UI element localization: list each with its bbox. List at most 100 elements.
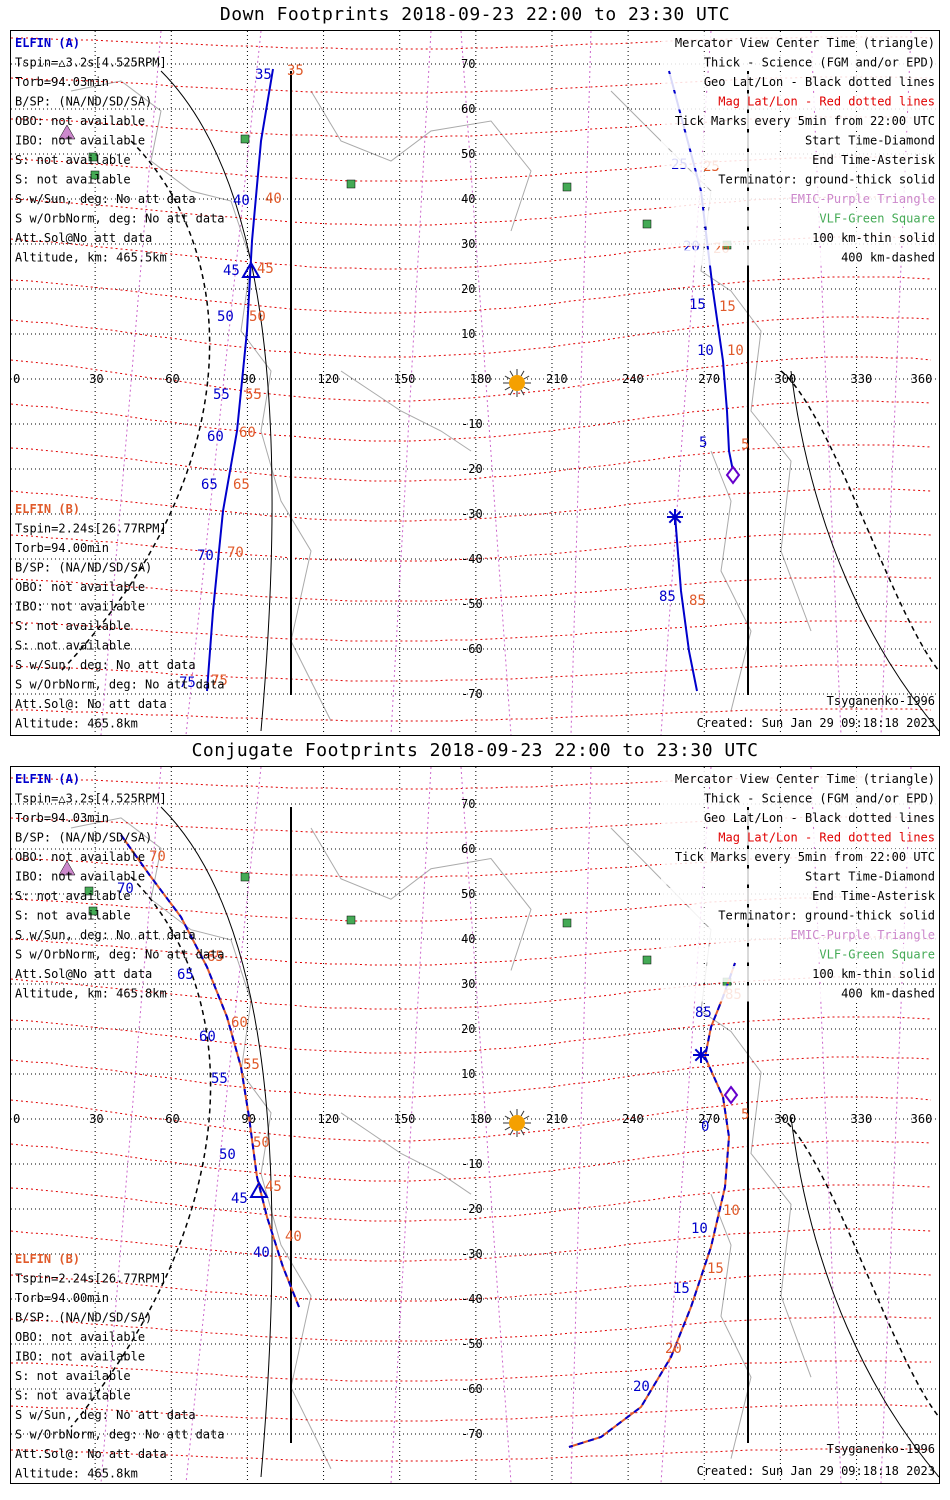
legend-bg: [661, 210, 937, 227]
legend-bg: [661, 171, 937, 188]
elfin-b-tick-label: 5: [741, 437, 749, 453]
lon-tick-label: 30: [89, 1112, 103, 1126]
lon-tick-label: 300: [774, 1112, 796, 1126]
start-time-diamond-marker: [725, 465, 741, 485]
elfin-a-tick-label: 60: [207, 429, 224, 445]
elfin-info-line: Torb=94.03min: [15, 75, 109, 89]
mag-latitude-line: [11, 76, 931, 94]
mag-latitude-line: [11, 1184, 932, 1222]
map-layer: 0 30 60 90 120 150 180 210 240 270 300 330 360706050…: [11, 767, 939, 1483]
legend-item: End Time-Asterisk: [812, 889, 936, 903]
elfin-a-tick-label: 50: [217, 309, 234, 325]
legend-item: Start Time-Diamond: [805, 134, 935, 148]
sun-icon: [503, 369, 531, 397]
lon-tick-label: 270: [698, 1112, 720, 1126]
conjugate-tracks: 7065605550454070656055504540850101520855…: [117, 834, 749, 1448]
legend-item: Geo Lat/Lon - Black dotted lines: [704, 75, 935, 89]
end-time-asterisk-marker: [693, 1047, 709, 1063]
lon-tick-label: 180: [470, 372, 492, 386]
lat-tick-label: 40: [461, 192, 475, 206]
mag-latitude-line: [11, 1316, 931, 1342]
sun-ray: [509, 389, 514, 396]
elfin-b-tick-label: 40: [285, 1229, 302, 1245]
elfin-a-tick-label: 0: [701, 1119, 709, 1135]
lon-tick-label: 30: [89, 372, 103, 386]
legend-bg: [661, 230, 937, 246]
legend-bg: [661, 868, 937, 885]
elfin-a-tick-label: 10: [691, 1221, 708, 1237]
lat-tick-label: 60: [461, 842, 475, 856]
legend-bg: [661, 113, 937, 129]
sun-disk: [509, 1115, 525, 1131]
created-timestamp: Created: Sun Jan 29 09:18:18 2023: [697, 716, 935, 730]
mag-latitude-line: [11, 488, 932, 522]
mag-grid: [11, 776, 932, 1462]
mag-latitude-line: [11, 276, 932, 314]
mag-latitude-line: [11, 708, 932, 722]
coastline: [70, 817, 332, 1469]
terminator-400km-east: [780, 1116, 939, 1418]
elfin-info-line: Att.Sol@No att data: [15, 967, 152, 981]
legend-block: Mercator View Center Time (triangle) Thic…: [661, 35, 937, 266]
elfin-a-tick-label: 55: [211, 1071, 228, 1087]
legend-item: Geo Lat/Lon - Black dotted lines: [704, 811, 935, 825]
legend-item: Start Time-Diamond: [805, 870, 935, 884]
conjugate-footprints-map: 0 30 60 90 120 150 180 210 240 270 300 330 360706050…: [11, 767, 939, 1483]
elfin-a-track-west: [206, 68, 274, 692]
lon-tick-label: 300: [774, 372, 796, 386]
lon-tick-labels: 0 30 60 90 120 150 180 210 240 270 300 330 360: [13, 1112, 932, 1126]
mag-latitude-line: [11, 116, 931, 138]
lat-tick-label: -30: [461, 1247, 483, 1261]
lat-tick-label: 70: [461, 797, 475, 811]
legend-bg: [661, 35, 937, 51]
elfin-info-line: OBO: not available: [15, 1330, 145, 1344]
lat-tick-label: 50: [461, 887, 475, 901]
elfin-info-line: OBO: not available: [15, 114, 145, 128]
elfin-info-line: Tspin=2.24s[26.77RPM]: [15, 1272, 167, 1286]
legend-item: Mag Lat/Lon - Red dotted lines: [718, 95, 935, 109]
mag-latitude-line: [11, 236, 932, 270]
elfin-header: ELFIN (A): [15, 772, 80, 786]
terminator-400km-east: [780, 370, 939, 672]
elfin-info-line: Att.Sol@No att data: [15, 231, 152, 245]
legend-bg: [661, 152, 937, 168]
elfin-a-tick-label: 40: [253, 1245, 270, 1261]
elfin-info-line: S: not available: [15, 1369, 131, 1383]
lon-tick-label: 270: [698, 372, 720, 386]
lat-tick-label: -20: [461, 1202, 483, 1216]
legend-bg: [661, 907, 937, 924]
legend-item: VLF-Green Square: [819, 948, 935, 962]
elfin-a-tick-label: 10: [697, 343, 714, 359]
model-label: Tsyganenko-1996: [827, 694, 935, 708]
elfin-b-track-east: [568, 962, 736, 1448]
elfin-b-tick-label: 55: [245, 387, 262, 403]
end-time-asterisk-marker: [667, 509, 683, 525]
lat-tick-label: -40: [461, 552, 483, 566]
mag-grid: [11, 36, 932, 722]
legend-bg: [661, 849, 937, 865]
legend-bg: [661, 191, 937, 207]
elfin-b-tick-label: 60: [231, 1015, 248, 1031]
mag-latitude-line: [11, 156, 931, 182]
mag-latitude-line: [11, 776, 932, 790]
sun-icon: [503, 1109, 531, 1137]
mag-longitude-line: [570, 767, 592, 1483]
mag-latitude-line: [11, 1272, 932, 1302]
elfin-b-tick-label: 45: [265, 1179, 282, 1195]
elfin-b-track-west: [120, 834, 300, 1308]
lon-tick-label: 210: [546, 1112, 568, 1126]
coastline: [710, 1193, 752, 1459]
mag-latitude-line: [11, 976, 932, 1010]
lon-tick-label: 150: [394, 1112, 416, 1126]
vlf-station-marker: [642, 955, 652, 965]
view-center-triangle-marker: [249, 1180, 269, 1198]
elfin-info-line: Altitude: 465.8km: [15, 1467, 138, 1481]
mag-latitude-line: [11, 400, 932, 442]
elfin-a-info-block: ELFIN (A) Tspin=△3.2s[4.525RPM] Torb=94.03…: [15, 36, 225, 265]
elfin-info-line: S: not available: [15, 619, 131, 633]
elfin-info-line: S: not available: [15, 1389, 131, 1403]
elfin-a-tick-label: 5: [699, 435, 707, 451]
vlf-station-marker: [346, 179, 356, 189]
lon-tick-label: 240: [622, 372, 644, 386]
elfin-header: ELFIN (B): [15, 1252, 80, 1266]
